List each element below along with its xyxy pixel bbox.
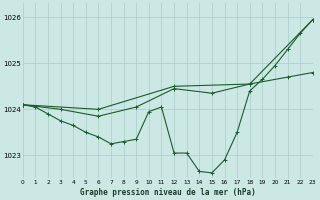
X-axis label: Graphe pression niveau de la mer (hPa): Graphe pression niveau de la mer (hPa) — [80, 188, 256, 197]
